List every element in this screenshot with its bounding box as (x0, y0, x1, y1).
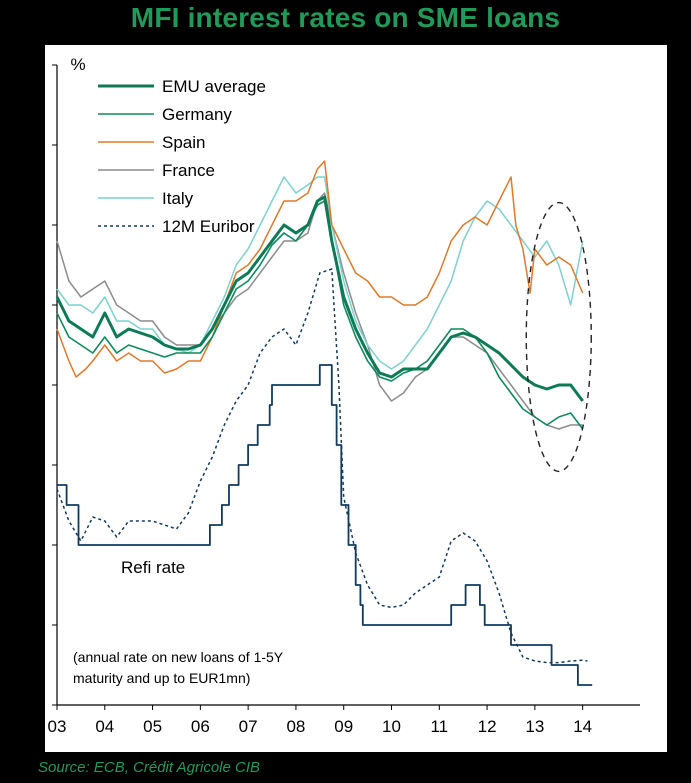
legend-label: Germany (162, 105, 232, 124)
y-tick-label: 0.0 (20, 696, 44, 715)
x-tick-label: 08 (286, 717, 305, 736)
y-tick-label: 7.0 (20, 136, 44, 155)
x-tick-label: 07 (239, 717, 258, 736)
x-tick-label: 06 (191, 717, 210, 736)
y-tick-label: 3.0 (20, 456, 44, 475)
chart-title: MFI interest rates on SME loans (130, 2, 561, 33)
x-tick-label: 12 (478, 717, 497, 736)
refi-rate-label: Refi rate (121, 558, 185, 577)
legend-label: Spain (162, 133, 205, 152)
x-tick-label: 09 (334, 717, 353, 736)
x-tick-label: 03 (48, 717, 67, 736)
series-12m-euribor (56, 268, 588, 664)
plot-panel (45, 45, 667, 752)
y-tick-label: 1.0 (20, 616, 44, 635)
x-tick-label: 04 (95, 717, 114, 736)
source-note: Source: ECB, Crédit Agricole CIB (38, 759, 261, 776)
legend-label: France (162, 161, 215, 180)
y-tick-label: 4.0 (20, 376, 44, 395)
series-italy (56, 176, 584, 370)
series-emu-average (55, 195, 584, 402)
legend: EMU average Germany Spain France Italy 12M Eu… (98, 77, 266, 236)
x-tick-label: 14 (573, 717, 592, 736)
highlight-ellipse (525, 201, 592, 473)
series-france (56, 192, 583, 430)
x-tick-label: 05 (143, 717, 162, 736)
annotations: Refi rate (annual rate on new loans of 1-… (73, 201, 592, 686)
x-tick-label: 13 (525, 717, 544, 736)
legend-label: 12M Euribor (162, 217, 255, 236)
y-axis-unit: % (70, 55, 85, 74)
series-group (55, 160, 593, 686)
y-tick-label: 6.0 (20, 216, 44, 235)
note-line-2: maturity and up to EUR1mn) (73, 670, 250, 686)
y-tick-label: 2.0 (20, 536, 44, 555)
y-tick-label: 5.0 (20, 296, 44, 315)
legend-label: Italy (162, 189, 194, 208)
y-tick-label: 8.0 (20, 56, 44, 75)
note-line-1: (annual rate on new loans of 1-5Y (73, 649, 284, 665)
x-tick-label: 10 (382, 717, 401, 736)
x-tick-label: 11 (430, 717, 448, 736)
series-spain (56, 160, 584, 378)
series-refi-rate (57, 364, 593, 686)
series-germany (56, 200, 584, 430)
legend-label: EMU average (162, 77, 266, 96)
axes: 0.0 1.0 2.0 3.0 4.0 5.0 6.0 7.0 8.0 % 03 04 05 06 07 08… (20, 55, 640, 736)
